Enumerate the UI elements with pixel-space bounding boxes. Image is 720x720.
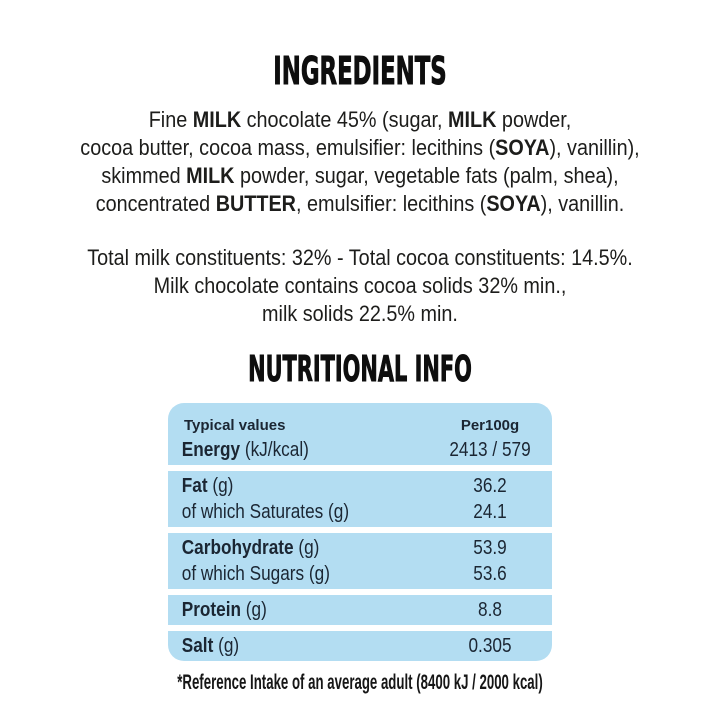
table-row: Carbohydrate (g) 53.9 [168,535,552,561]
text-segment: (g) [213,634,240,657]
text-line: skimmed MILK powder, sugar, vegetable fa… [36,162,684,190]
nutrition-table: Typical values Per100g Energy (kJ/kcal) 241… [168,403,552,661]
table-row: Fat (g) 36.2 [168,473,552,499]
text-line: concentrated BUTTER, emulsifier: lecithi… [36,190,684,218]
text-segment: Milk chocolate contains cocoa solids 32%… [153,273,567,298]
allergen-text: MILK [448,107,497,132]
row-value: Per100g [460,416,520,434]
text-line: cocoa butter, cocoa mass, emulsifier: le… [36,134,684,162]
text-segment: powder, sugar, vegetable fats (palm, she… [234,163,619,188]
table-row: Energy (kJ/kcal) 2413 / 579 [168,437,552,463]
ingredients-text: Fine MILK chocolate 45% (sugar, MILK pow… [36,106,684,218]
text-segment: chocolate 45% (sugar, [241,107,449,132]
row-value: 36.2 [473,474,507,497]
text-segment: (g) [241,598,267,621]
nutritional-info-heading: NUTRITIONAL INFO [248,349,472,390]
text-segment: skimmed [101,163,187,188]
row-value: 0.305 [468,634,512,657]
row-label: Salt (g) [168,635,392,658]
allergen-text: Salt [181,634,214,657]
row-value: 53.6 [473,562,507,585]
reference-intake-note: *Reference Intake of an average adult (8… [177,671,543,694]
row-label: Protein (g) [168,599,392,622]
text-segment: (g) [293,536,320,559]
allergen-text: Typical values [184,416,286,434]
table-row: Protein (g) 8.8 [168,597,552,623]
text-segment: ), vanillin), [549,135,640,160]
text-line: milk solids 22.5% min. [36,300,684,328]
text-line: Fine MILK chocolate 45% (sugar, MILK pow… [36,106,684,134]
row-label: Typical values [168,417,428,434]
text-segment: concentrated [95,191,216,216]
row-label: Carbohydrate (g) [168,537,392,560]
allergen-text: MILK [192,107,242,132]
row-label: of which Sugars (g) [168,563,392,586]
row-value: 2413 / 579 [449,438,531,461]
table-block: Salt (g) 0.305 [168,631,552,661]
row-label: Fat (g) [168,475,392,498]
row-value: 24.1 [473,500,507,523]
text-segment: powder, [496,107,572,132]
text-segment: of which Sugars (g) [181,562,330,585]
constituents-text: Total milk constituents: 32% - Total coc… [36,244,684,328]
allergen-text: SOYA [486,191,541,216]
allergen-text: Energy [181,438,241,461]
table-block: Fat (g) 36.2 of which Saturates (g) 24.1 [168,471,552,527]
row-label: Energy (kJ/kcal) [168,439,392,462]
text-segment: cocoa butter, cocoa mass, emulsifier: le… [80,135,496,160]
text-line: Milk chocolate contains cocoa solids 32%… [36,272,684,300]
allergen-text: MILK [186,163,235,188]
text-line: Total milk constituents: 32% - Total coc… [36,244,684,272]
table-row: Salt (g) 0.305 [168,633,552,659]
table-row: of which Saturates (g) 24.1 [168,499,552,525]
allergen-text: SOYA [495,135,550,160]
table-block: Protein (g) 8.8 [168,595,552,625]
text-segment: (kJ/kcal) [240,438,309,461]
table-block: Carbohydrate (g) 53.9 of which Sugars (g) 5… [168,533,552,589]
row-value: 53.9 [473,536,507,559]
allergen-text: BUTTER [215,191,296,216]
allergen-text: Fat [181,474,208,497]
table-header-row: Typical values Per100g [168,413,552,437]
text-segment: ), vanillin. [540,191,625,216]
row-value: 8.8 [478,598,502,621]
table-row: of which Sugars (g) 53.6 [168,561,552,587]
allergen-text: Protein [181,598,242,621]
text-segment: milk solids 22.5% min. [262,301,458,326]
text-segment: of which Saturates (g) [181,500,350,523]
row-label: of which Saturates (g) [168,501,392,524]
table-block: Typical values Per100g Energy (kJ/kcal) 241… [168,403,552,465]
text-segment: (g) [207,474,234,497]
ingredients-heading: INGREDIENTS [273,49,447,93]
text-segment: Fine [148,107,193,132]
text-segment: Total milk constituents: 32% - Total coc… [87,245,633,270]
text-segment: , emulsifier: lecithins ( [295,191,487,216]
allergen-text: Carbohydrate [181,536,294,559]
